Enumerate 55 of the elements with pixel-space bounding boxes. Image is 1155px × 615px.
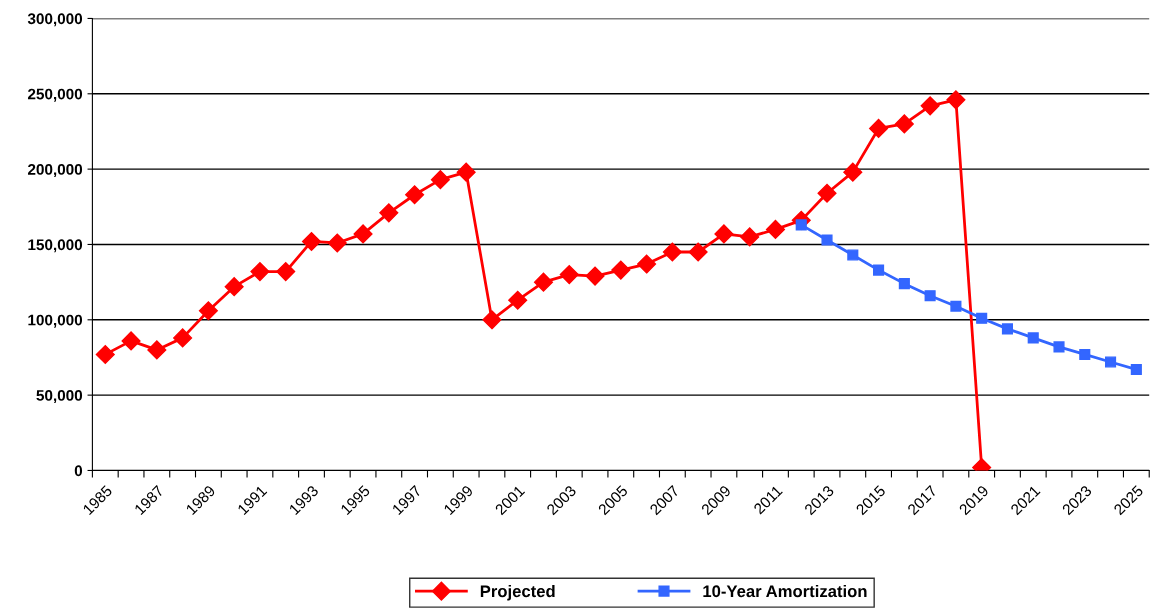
- point: [121, 331, 141, 351]
- point: [250, 262, 270, 282]
- legend-label: 10-Year Amortization: [703, 584, 867, 598]
- point: [688, 242, 708, 262]
- y-tick-label: 100,000: [28, 314, 83, 328]
- point: [224, 277, 244, 297]
- point: [379, 203, 399, 223]
- point: [765, 219, 786, 239]
- point: [898, 278, 910, 290]
- point: [508, 290, 528, 310]
- point: [585, 266, 605, 286]
- point: [173, 328, 193, 348]
- y-tick-label: 250,000: [27, 88, 83, 102]
- point: [1079, 348, 1091, 361]
- point: [714, 224, 734, 244]
- point: [817, 183, 837, 203]
- point: [1001, 323, 1014, 335]
- point: [430, 170, 450, 190]
- point: [847, 249, 859, 261]
- point: [1027, 332, 1039, 344]
- point: [821, 234, 833, 246]
- y-tick-label: 0: [74, 465, 83, 477]
- point: [1053, 341, 1065, 353]
- point: [740, 227, 760, 247]
- point: [611, 260, 631, 280]
- point: [924, 290, 936, 302]
- point: [276, 262, 296, 282]
- y-tick-label: 300,000: [27, 13, 83, 27]
- y-tick-label: 50,000: [36, 390, 83, 404]
- point: [327, 233, 347, 253]
- point: [482, 310, 502, 330]
- point: [637, 254, 657, 274]
- y-tick-label: 150,000: [28, 239, 83, 253]
- legend-label: Projected: [480, 584, 555, 601]
- point: [1130, 363, 1142, 376]
- point: [533, 272, 554, 292]
- point: [353, 224, 373, 244]
- y-tick-label: 200,000: [27, 163, 83, 178]
- point: [894, 114, 914, 134]
- point: [456, 162, 476, 182]
- point: [843, 162, 863, 182]
- point: [1105, 356, 1117, 368]
- point: [198, 301, 218, 321]
- point: [559, 265, 579, 285]
- point: [95, 344, 115, 364]
- point: [662, 242, 682, 262]
- point: [873, 264, 885, 276]
- point: [946, 90, 966, 110]
- point: [301, 231, 322, 251]
- point: [976, 312, 988, 324]
- point: [950, 300, 962, 312]
- point: [405, 185, 425, 205]
- point: [147, 340, 167, 360]
- point: [869, 118, 889, 138]
- point: [920, 96, 940, 116]
